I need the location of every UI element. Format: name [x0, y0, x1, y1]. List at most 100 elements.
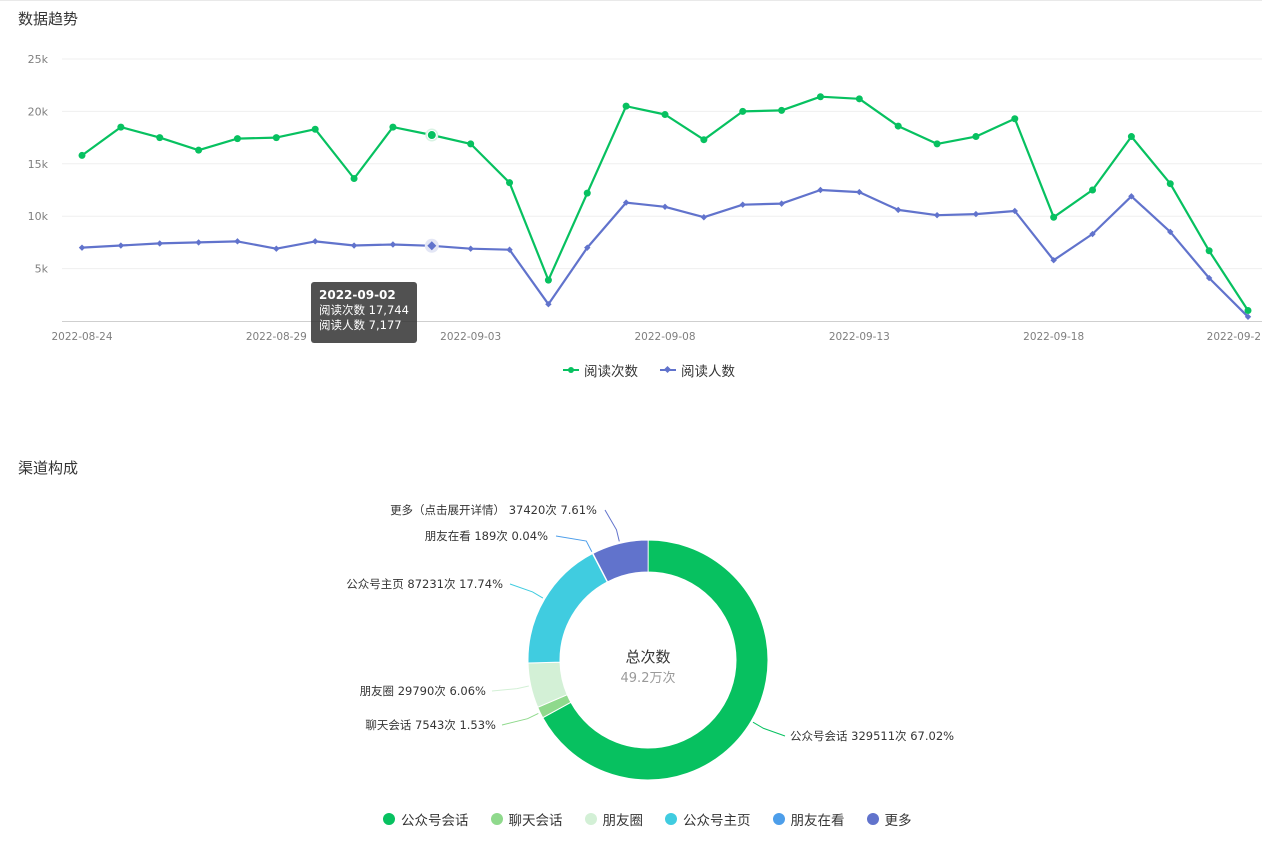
legend-dot-icon [584, 813, 597, 825]
slice-label: 公众号主页 87231次 17.74% [346, 577, 503, 591]
legend-item[interactable]: 朋友在看 [772, 809, 845, 829]
top-divider [0, 0, 1262, 1]
x-tick-label: 2022-09-13 [829, 331, 890, 343]
data-point[interactable] [1167, 228, 1174, 236]
data-point[interactable] [389, 123, 397, 131]
x-tick-label: 2022-09-18 [1023, 331, 1084, 343]
data-point[interactable] [1128, 193, 1135, 200]
data-point[interactable] [1089, 230, 1096, 238]
data-point[interactable] [778, 106, 786, 114]
data-point[interactable] [1011, 207, 1018, 215]
data-point[interactable] [972, 210, 980, 218]
legend-item[interactable]: 更多 [866, 809, 912, 829]
channel-section-title: 渠道构成 [18, 459, 79, 477]
pie-slice[interactable] [527, 552, 608, 664]
legend-label: 公众号会话 [401, 813, 469, 829]
data-point[interactable] [1127, 133, 1135, 141]
data-point[interactable] [700, 136, 708, 144]
data-point[interactable] [622, 199, 630, 206]
legend-item-reads[interactable]: 阅读次数 [563, 360, 638, 380]
data-point[interactable] [1089, 186, 1097, 194]
data-point[interactable] [467, 245, 474, 252]
data-point[interactable] [584, 244, 591, 251]
x-tick-label: 2022-09-2 [1207, 331, 1261, 343]
data-point[interactable] [234, 238, 241, 245]
data-point[interactable] [312, 238, 319, 245]
pie-slice[interactable] [592, 539, 649, 583]
data-point[interactable] [895, 206, 902, 214]
line-diamond-icon [660, 365, 676, 375]
data-point[interactable] [78, 244, 86, 251]
label-leader-line [501, 712, 539, 726]
data-point[interactable] [544, 276, 552, 284]
data-point[interactable] [661, 203, 669, 210]
data-point[interactable] [1205, 247, 1213, 255]
data-point[interactable] [156, 240, 163, 247]
data-point[interactable] [272, 134, 280, 142]
slice-label: 更多（点击展开详情） 37420次 7.61% [390, 503, 597, 517]
data-point[interactable] [273, 245, 280, 252]
data-point[interactable] [855, 95, 863, 103]
y-tick-label: 10k [28, 210, 49, 223]
label-leader-line [509, 583, 544, 599]
data-point[interactable] [156, 134, 164, 142]
data-point[interactable] [78, 151, 86, 159]
data-point[interactable] [233, 135, 241, 143]
data-point[interactable] [311, 125, 319, 133]
data-point[interactable] [933, 211, 941, 219]
data-point[interactable] [894, 122, 902, 130]
data-point[interactable] [545, 301, 552, 308]
data-point[interactable] [739, 201, 746, 208]
tooltip-date: 2022-09-02 [319, 288, 396, 302]
channel-donut-chart[interactable]: 公众号会话 329511次 67.02% 聊天会话 7543次 1.53% 朋友圈 … [0, 470, 1262, 820]
data-point[interactable] [583, 189, 591, 197]
data-point[interactable] [622, 102, 630, 110]
data-point[interactable] [427, 241, 437, 251]
legend-dot-icon [665, 813, 677, 825]
data-point[interactable] [778, 200, 785, 207]
data-point[interactable] [1050, 257, 1057, 264]
data-point[interactable] [816, 93, 824, 101]
donut-center-value: 49.2万次 [621, 670, 676, 686]
data-point[interactable] [506, 246, 513, 253]
data-point[interactable] [389, 241, 397, 248]
data-point[interactable] [1244, 313, 1252, 321]
legend-label: 更多 [884, 813, 912, 829]
data-point[interactable] [117, 242, 125, 249]
data-point[interactable] [661, 111, 669, 119]
data-point[interactable] [739, 107, 747, 115]
slice-label: 聊天会话 7543次 1.53% [365, 718, 496, 732]
data-point[interactable] [700, 214, 708, 221]
data-point[interactable] [467, 140, 475, 148]
slice-label: 朋友圈 29790次 6.06% [360, 684, 486, 698]
data-point[interactable] [195, 239, 202, 246]
legend-item[interactable]: 公众号主页 [665, 809, 751, 829]
data-point[interactable] [1205, 274, 1213, 282]
label-leader-line [491, 685, 529, 692]
data-point[interactable] [1166, 180, 1174, 188]
data-point[interactable] [817, 186, 824, 194]
data-point[interactable] [933, 140, 941, 148]
legend-dot-icon [866, 813, 879, 825]
donut-center-label: 总次数 [625, 648, 670, 666]
legend-item[interactable]: 聊天会话 [490, 809, 563, 829]
legend-item[interactable]: 朋友圈 [584, 809, 643, 829]
data-point[interactable] [1244, 307, 1252, 315]
data-point[interactable] [1050, 213, 1058, 221]
y-tick-label: 5k [35, 263, 49, 276]
trend-section-title: 数据趋势 [18, 10, 79, 28]
legend-item[interactable]: 公众号会话 [383, 809, 469, 829]
legend-item-readers[interactable]: 阅读人数 [660, 360, 735, 380]
data-point[interactable] [856, 188, 863, 196]
data-point[interactable] [195, 146, 203, 154]
data-point[interactable] [426, 130, 437, 141]
data-point[interactable] [350, 174, 358, 182]
trend-line-chart[interactable]: 5k 10k 15k 20k 25k 2022-08-24 2022-08-29 2022-… [0, 0, 1262, 350]
data-point[interactable] [117, 123, 125, 131]
pie-slice[interactable] [542, 539, 769, 781]
data-point[interactable] [1011, 115, 1019, 123]
data-point[interactable] [506, 179, 514, 187]
slice-label: 朋友在看 189次 0.04% [425, 529, 548, 543]
data-point[interactable] [972, 133, 980, 141]
data-point[interactable] [350, 242, 358, 249]
